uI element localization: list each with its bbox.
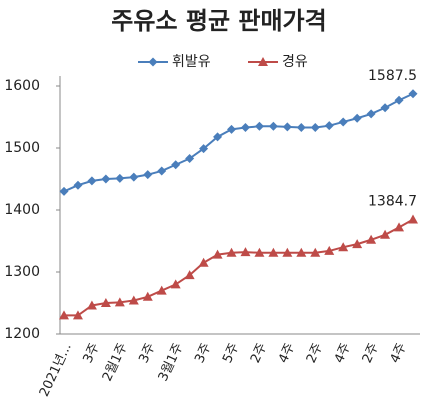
marker bbox=[240, 247, 251, 257]
marker bbox=[198, 257, 209, 267]
marker bbox=[185, 154, 195, 164]
marker bbox=[282, 247, 293, 257]
marker bbox=[366, 109, 376, 119]
marker bbox=[380, 103, 390, 113]
x-tick-label: 2주 bbox=[248, 341, 270, 366]
marker bbox=[59, 186, 69, 196]
marker bbox=[408, 89, 418, 99]
y-tick-label: 1400 bbox=[4, 202, 40, 218]
y-tick-label: 1200 bbox=[4, 326, 40, 342]
marker bbox=[240, 123, 250, 133]
x-tick-label: 4주 bbox=[388, 341, 410, 366]
marker bbox=[226, 247, 237, 257]
marker bbox=[380, 229, 391, 239]
marker bbox=[227, 124, 237, 134]
marker bbox=[213, 132, 223, 142]
marker bbox=[212, 249, 223, 259]
marker bbox=[352, 113, 362, 123]
x-tick-label: 2021년... bbox=[37, 341, 75, 399]
chart-title: 주유소 평균 판매가격 bbox=[111, 7, 326, 35]
marker bbox=[268, 247, 279, 257]
y-tick-label: 1600 bbox=[4, 78, 40, 94]
series-line bbox=[64, 218, 414, 317]
marker bbox=[59, 310, 69, 320]
x-tick-label: 2월1주 bbox=[100, 341, 131, 384]
x-tick-label: 3주 bbox=[81, 341, 103, 366]
marker bbox=[143, 170, 153, 180]
marker bbox=[310, 247, 321, 257]
marker bbox=[199, 144, 209, 154]
x-tick-label: 4주 bbox=[332, 341, 354, 366]
marker bbox=[254, 247, 265, 257]
marker bbox=[352, 239, 363, 249]
marker bbox=[184, 270, 195, 280]
marker bbox=[171, 160, 181, 170]
marker bbox=[408, 214, 418, 224]
x-tick-label: 3월1주 bbox=[156, 341, 187, 384]
marker bbox=[324, 245, 335, 255]
marker bbox=[72, 310, 83, 320]
marker bbox=[128, 295, 139, 305]
marker bbox=[310, 123, 320, 133]
marker bbox=[338, 117, 348, 127]
legend-label: 경유 bbox=[282, 54, 308, 70]
x-tick-label: 4주 bbox=[276, 341, 298, 366]
x-tick-label: 3주 bbox=[192, 341, 214, 366]
marker bbox=[366, 234, 377, 244]
x-tick-label: 5주 bbox=[220, 341, 242, 366]
marker bbox=[148, 57, 158, 67]
marker bbox=[268, 121, 278, 131]
marker bbox=[156, 285, 167, 295]
marker bbox=[114, 297, 125, 307]
marker bbox=[282, 122, 292, 132]
data-label: 1384.7 bbox=[368, 193, 417, 209]
series-line bbox=[63, 92, 414, 193]
marker bbox=[101, 174, 111, 184]
marker bbox=[142, 291, 153, 301]
y-tick-label: 1300 bbox=[4, 264, 40, 280]
marker bbox=[394, 95, 404, 105]
marker bbox=[170, 279, 181, 289]
marker bbox=[258, 57, 268, 66]
y-tick-label: 1500 bbox=[4, 140, 40, 156]
legend-label: 휘발유 bbox=[172, 54, 211, 70]
x-tick-label: 2주 bbox=[304, 341, 326, 366]
marker bbox=[115, 173, 125, 183]
marker bbox=[157, 166, 167, 176]
marker bbox=[254, 121, 264, 131]
marker bbox=[73, 180, 83, 190]
marker bbox=[296, 247, 307, 257]
marker bbox=[87, 176, 97, 186]
marker bbox=[394, 222, 405, 232]
marker bbox=[338, 242, 349, 252]
x-tick-label: 2주 bbox=[360, 341, 382, 366]
marker bbox=[324, 121, 334, 131]
marker bbox=[296, 123, 306, 133]
marker bbox=[100, 298, 111, 307]
marker bbox=[129, 172, 139, 182]
data-label: 1587.5 bbox=[368, 68, 417, 84]
marker bbox=[86, 300, 97, 310]
x-tick-label: 3주 bbox=[136, 341, 158, 366]
